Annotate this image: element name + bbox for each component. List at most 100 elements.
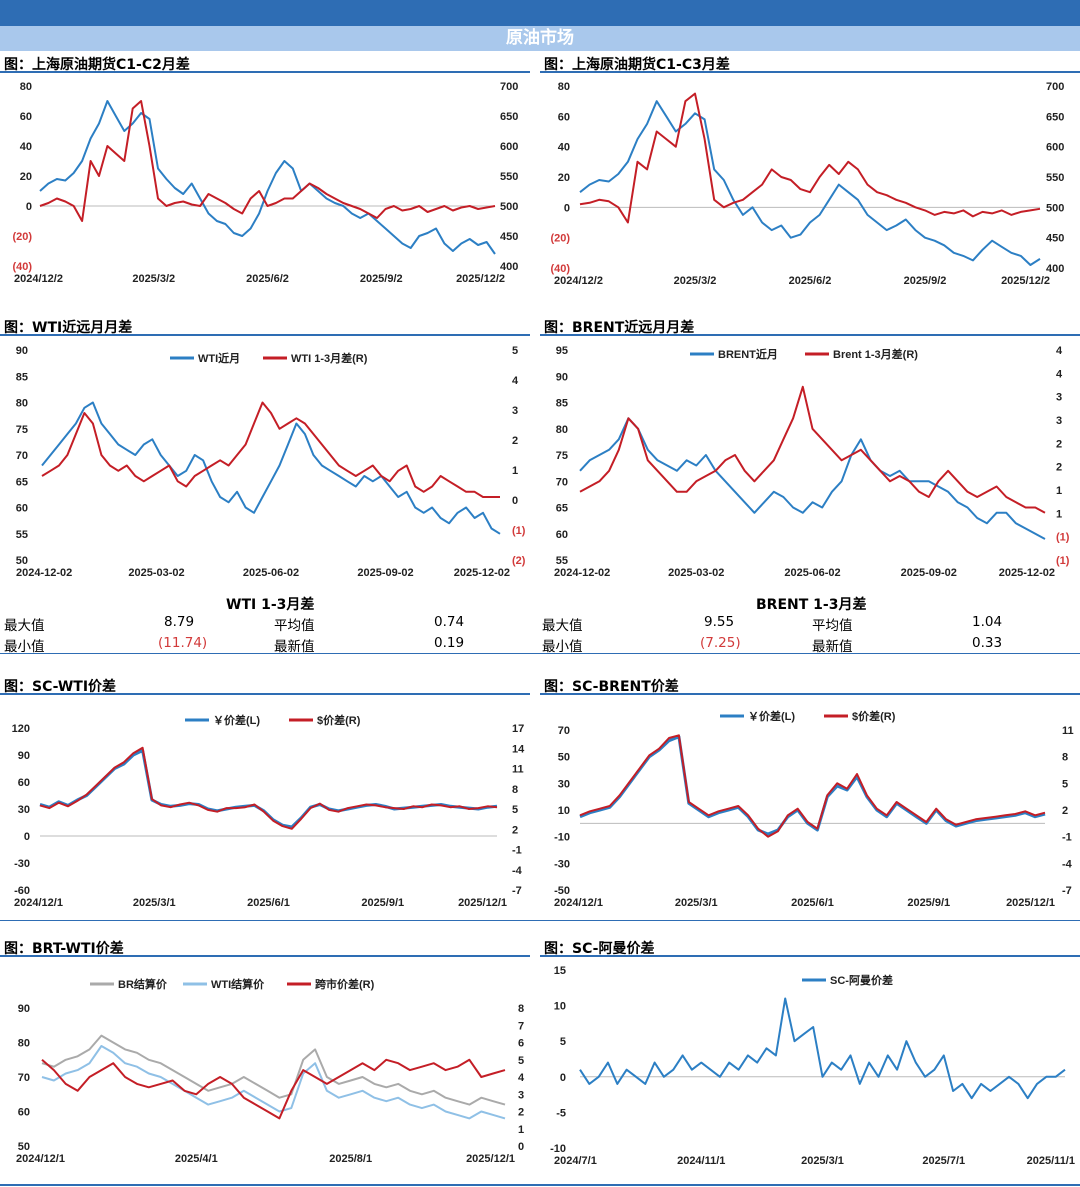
series-line-1 xyxy=(579,385,1046,514)
x-tick: 2025/6/2 xyxy=(246,273,289,285)
y-right-tick: 3 xyxy=(512,405,518,417)
x-tick: 2025/12/1 xyxy=(458,897,507,909)
y-right-tick: 600 xyxy=(1046,142,1064,154)
panel-rule xyxy=(0,955,530,957)
chart-sc-c1c3: 806040200(20)(40)70065060055050045040020… xyxy=(550,81,1064,287)
series-line-1 xyxy=(41,401,500,498)
brent-max-label: 最大值 xyxy=(542,618,583,634)
y-left-tick: 60 xyxy=(18,1107,30,1119)
y-right-tick: 0 xyxy=(512,495,518,507)
y-left-tick: (40) xyxy=(550,263,570,275)
x-tick: 2025/3/2 xyxy=(132,273,175,285)
legend-label: WTI 1-3月差(R) xyxy=(291,351,368,365)
y-left-tick: 20 xyxy=(558,172,570,184)
x-tick: 2025-09-02 xyxy=(901,567,957,579)
y-right-tick: -7 xyxy=(1062,885,1072,897)
y-left-tick: 80 xyxy=(556,424,568,436)
y-right-tick: 550 xyxy=(1046,172,1064,184)
y-right-tick: 8 xyxy=(518,1003,524,1015)
legend-label: 跨市价差(R) xyxy=(315,977,375,991)
brent-min-value: (7.25) xyxy=(700,635,741,651)
y-right-tick: 11 xyxy=(512,764,524,776)
brent-max-value: 9.55 xyxy=(704,614,735,630)
series-line-0 xyxy=(579,100,1041,266)
wti-stats: WTI 1-3月差 最大值 8.79 平均值 0.74 最小值 (11.74) … xyxy=(0,594,530,655)
y-left-tick: -30 xyxy=(14,858,30,870)
y-left-tick: 80 xyxy=(20,81,32,93)
x-tick: 2024/7/1 xyxy=(554,1155,597,1167)
y-left-tick: 10 xyxy=(554,1001,566,1013)
legend-label: WTI结算价 xyxy=(211,977,265,991)
y-right-tick: (1) xyxy=(512,525,526,537)
x-tick: 2025/6/2 xyxy=(789,275,832,287)
y-right-tick: 5 xyxy=(512,345,518,357)
wti-stats-title: WTI 1-3月差 xyxy=(226,597,315,613)
y-left-tick: 60 xyxy=(18,777,30,789)
chart-wti-spread: 90 85 80 75 70 65 60 55 50 5 4 3 2 1 0 (1) (2) 2024-12-02… xyxy=(16,345,526,579)
x-tick: 2025-03-02 xyxy=(128,567,184,579)
legend-label: Brent 1-3月差(R) xyxy=(833,347,918,361)
x-tick: 2025/6/1 xyxy=(791,897,834,909)
brent-latest-value: 0.33 xyxy=(972,635,1003,651)
y-left-tick: 0 xyxy=(564,202,570,214)
y-left-tick: 30 xyxy=(18,804,30,816)
panel-rule xyxy=(540,334,1080,336)
wti-min-label: 最小值 xyxy=(4,639,45,655)
y-left-tick: 80 xyxy=(16,398,28,410)
y-right-tick: -4 xyxy=(512,865,523,877)
y-right-tick: 4 xyxy=(1056,368,1063,380)
y-left-tick: -10 xyxy=(550,1143,566,1155)
y-right-tick: 1 xyxy=(512,465,518,477)
series-line-0 xyxy=(579,735,1046,836)
y-left-tick: 70 xyxy=(18,1072,30,1084)
series-line-2 xyxy=(41,1058,506,1120)
y-left-tick: 0 xyxy=(560,1072,566,1084)
y-right-tick: (2) xyxy=(512,555,526,567)
x-tick: 2025/3/1 xyxy=(675,897,718,909)
y-left-tick: 85 xyxy=(556,398,568,410)
y-right-tick: 14 xyxy=(512,743,525,755)
y-left-tick: 50 xyxy=(18,1141,30,1153)
x-tick: 2025/4/1 xyxy=(175,1153,218,1165)
y-right-tick: 500 xyxy=(1046,202,1064,214)
y-left-tick: 30 xyxy=(558,778,570,790)
y-right-tick: 2 xyxy=(518,1107,524,1119)
y-left-tick: (40) xyxy=(12,261,32,273)
x-tick: 2025-06-02 xyxy=(784,567,840,579)
y-left-tick: 70 xyxy=(556,476,568,488)
x-tick: 2024/12/1 xyxy=(14,897,63,909)
y-left-tick: 60 xyxy=(20,111,32,123)
y-right-tick: 3 xyxy=(518,1089,524,1101)
x-tick: 2025/6/1 xyxy=(247,897,290,909)
series-line-1 xyxy=(41,1045,506,1120)
y-right-tick: 0 xyxy=(518,1141,524,1153)
x-tick: 2024/12/1 xyxy=(554,897,603,909)
section-divider xyxy=(0,653,1080,654)
y-right-tick: 7 xyxy=(518,1020,524,1032)
panel-rule xyxy=(0,334,530,336)
y-right-tick: 5 xyxy=(1062,778,1068,790)
x-tick: 2025/12/1 xyxy=(466,1153,515,1165)
y-left-tick: 75 xyxy=(16,424,28,436)
bottom-rule xyxy=(0,1184,1080,1186)
y-left-tick: 85 xyxy=(16,371,28,383)
wti-avg-value: 0.74 xyxy=(434,614,465,630)
legend-label: $价差(R) xyxy=(317,713,361,727)
y-right-tick: 400 xyxy=(500,261,518,273)
panel-title-sc-wti: 图：SC-WTI价差 xyxy=(4,679,117,695)
x-tick: 2024/11/1 xyxy=(677,1155,725,1167)
wti-latest-label: 最新值 xyxy=(274,639,315,655)
y-right-tick: 8 xyxy=(512,784,518,796)
y-left-tick: 80 xyxy=(18,1038,30,1050)
y-left-tick: -50 xyxy=(554,885,570,897)
series-line-0 xyxy=(41,1034,506,1106)
y-left-tick: 65 xyxy=(16,476,28,488)
y-left-tick: 10 xyxy=(558,805,570,817)
y-left-tick: -60 xyxy=(14,885,30,897)
y-right-tick: 450 xyxy=(500,231,518,243)
x-tick: 2025/11/1 xyxy=(1027,1155,1075,1167)
x-tick: 2024-12-02 xyxy=(554,567,610,579)
chart-brent-spread: 95 90 85 80 75 70 65 60 55 4 4 3 3 2 2 1 1 (1) (1) 2024-12-… xyxy=(554,345,1070,579)
x-tick: 2025-06-02 xyxy=(243,567,299,579)
series-line-0 xyxy=(579,417,1046,540)
